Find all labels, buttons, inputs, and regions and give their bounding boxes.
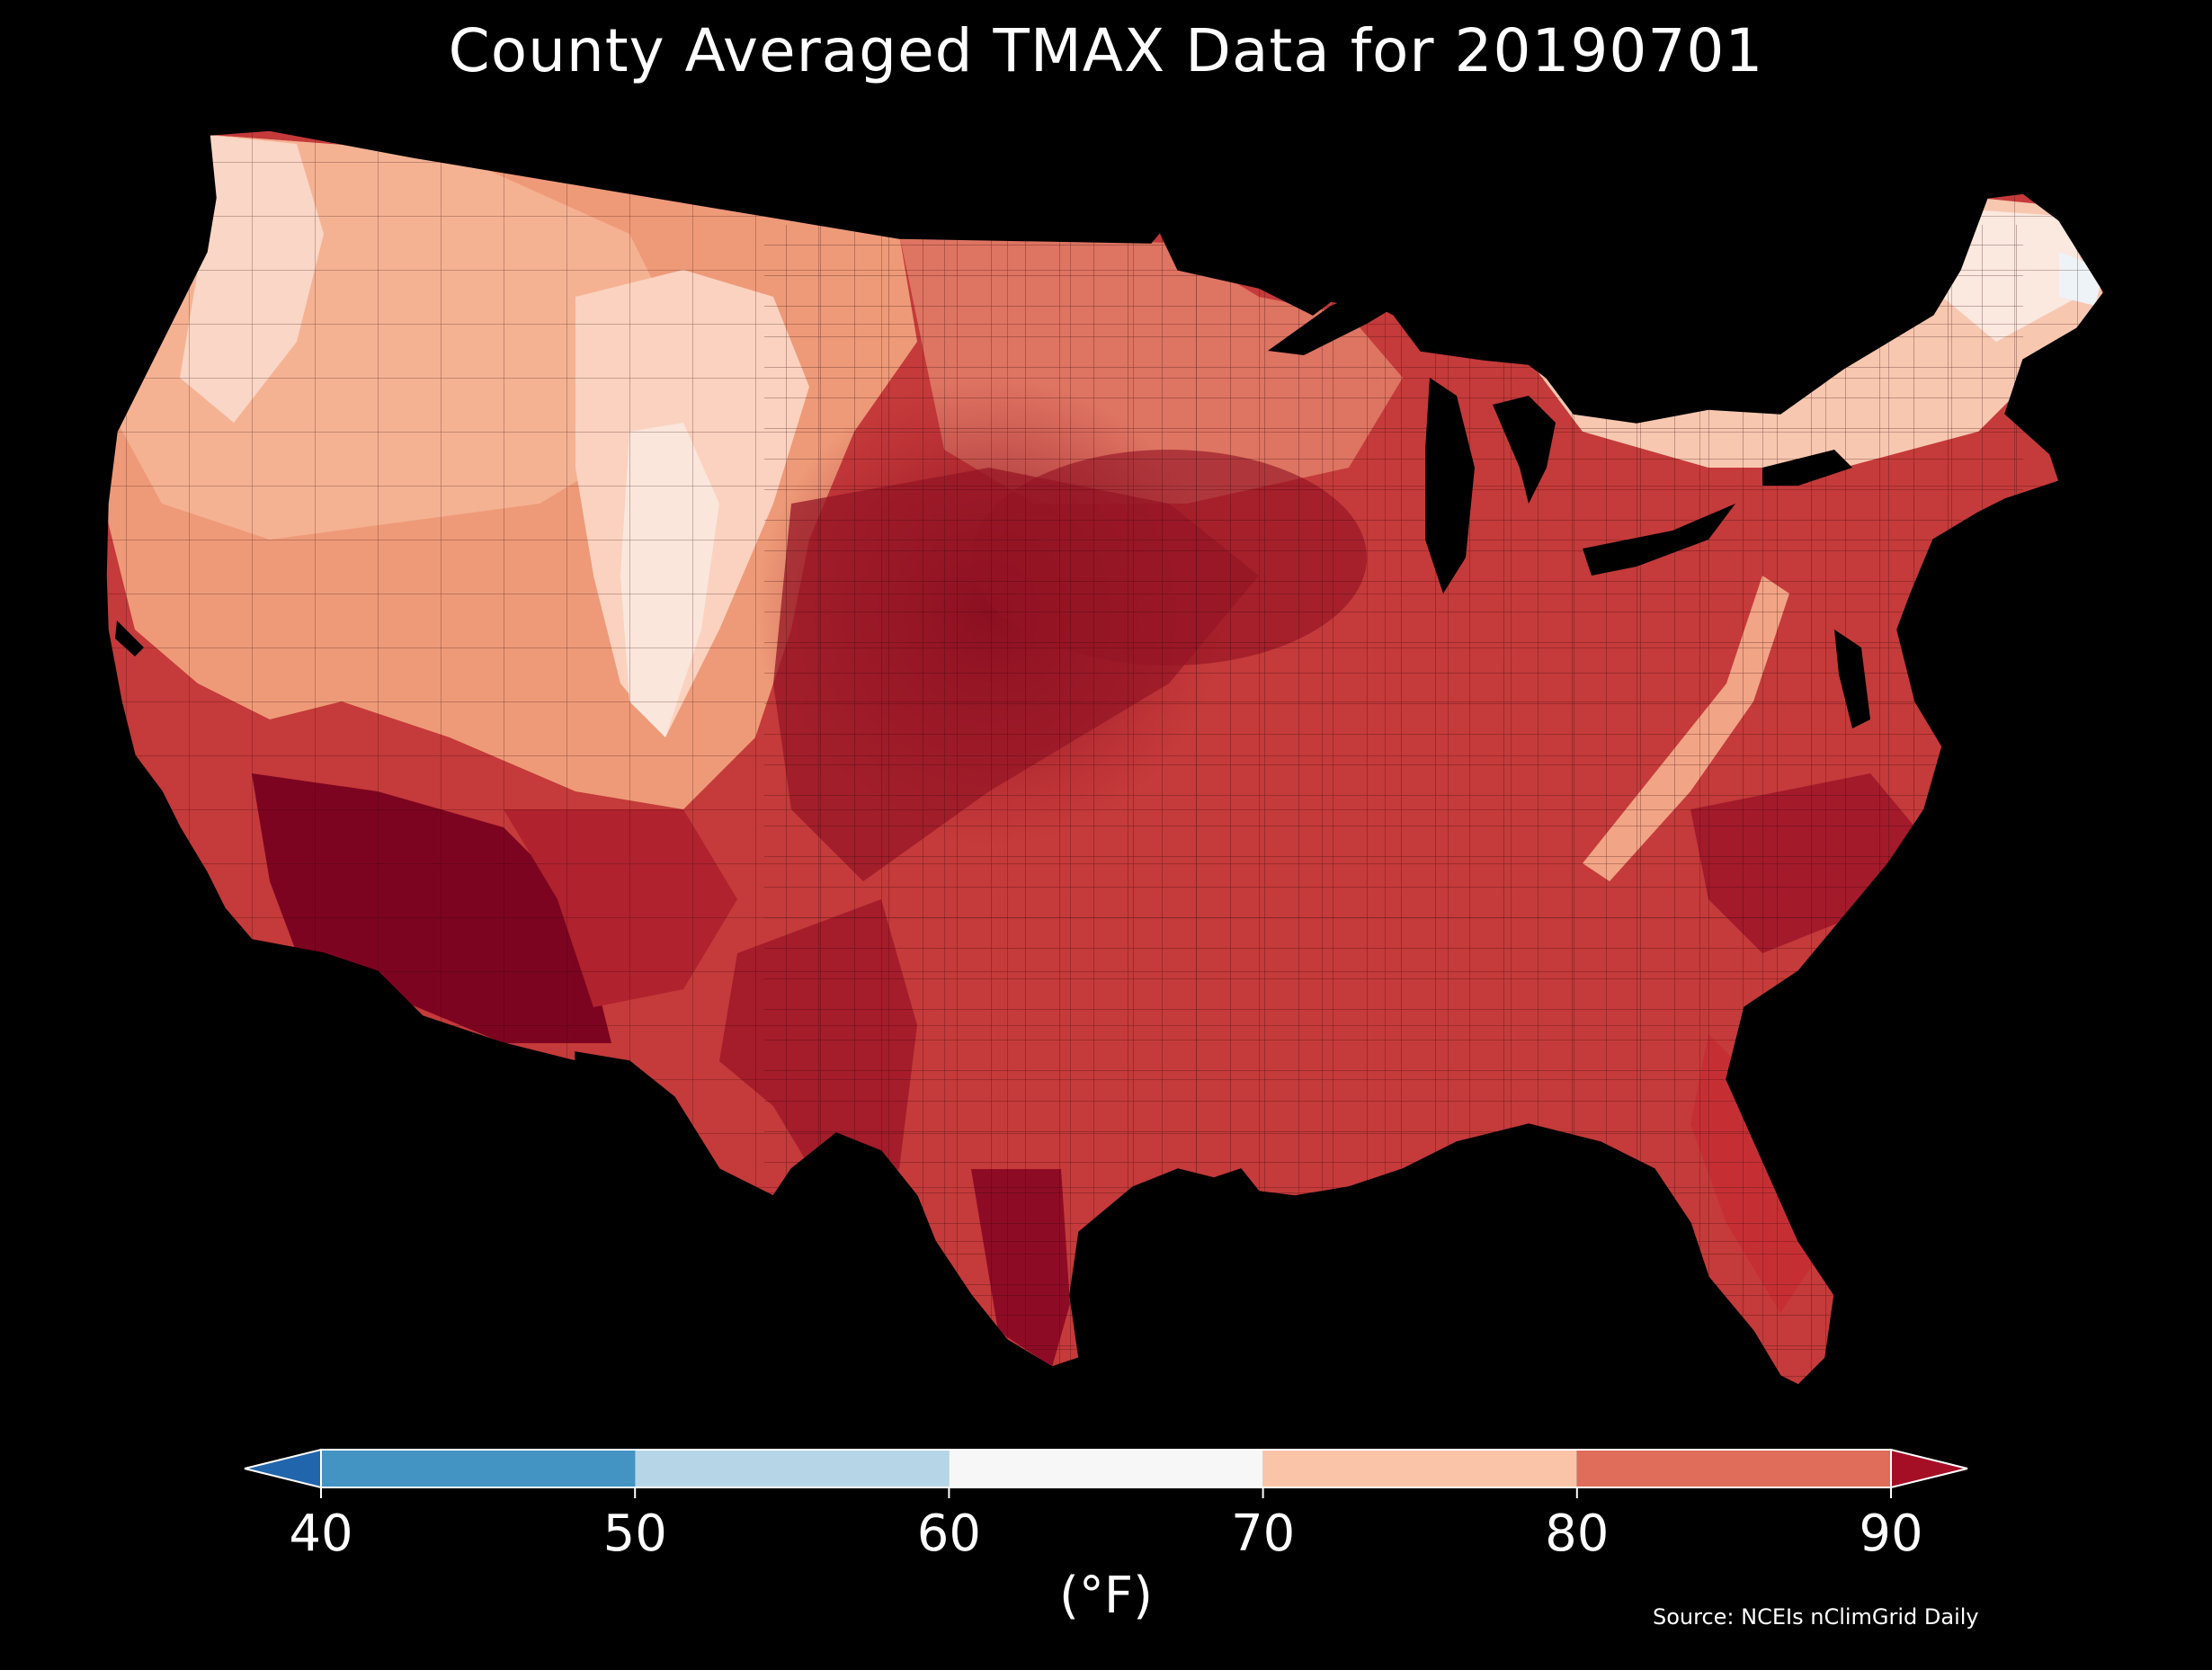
colorbar-tick-label: 50 (603, 1505, 667, 1563)
page-title: County Averaged TMAX Data for 20190701 (448, 16, 1764, 85)
colorbar-bin-60-70 (949, 1450, 1263, 1487)
source-note: Source: NCEIs nClimGrid Daily (1653, 1604, 1979, 1630)
colorbar-tick-label: 70 (1231, 1505, 1295, 1563)
colorbar-tick-label: 80 (1545, 1505, 1609, 1563)
colorbar-frame (320, 1449, 1892, 1488)
colorbar-under-arrow (244, 1448, 322, 1489)
colorbar-bin-40-50 (321, 1450, 636, 1487)
colorbar-bin-80-90 (1576, 1450, 1891, 1487)
colorbar-tick-label: 40 (289, 1505, 352, 1563)
colorbar-tick-label: 90 (1859, 1505, 1922, 1563)
colorbar-unit-label: (°F) (1059, 1567, 1153, 1625)
colorbar-tick-label: 60 (917, 1505, 981, 1563)
colorbar-bin-50-60 (635, 1450, 950, 1487)
colorbar-bin-70-80 (1262, 1450, 1577, 1487)
colorbar-over-arrow (1890, 1448, 1968, 1489)
